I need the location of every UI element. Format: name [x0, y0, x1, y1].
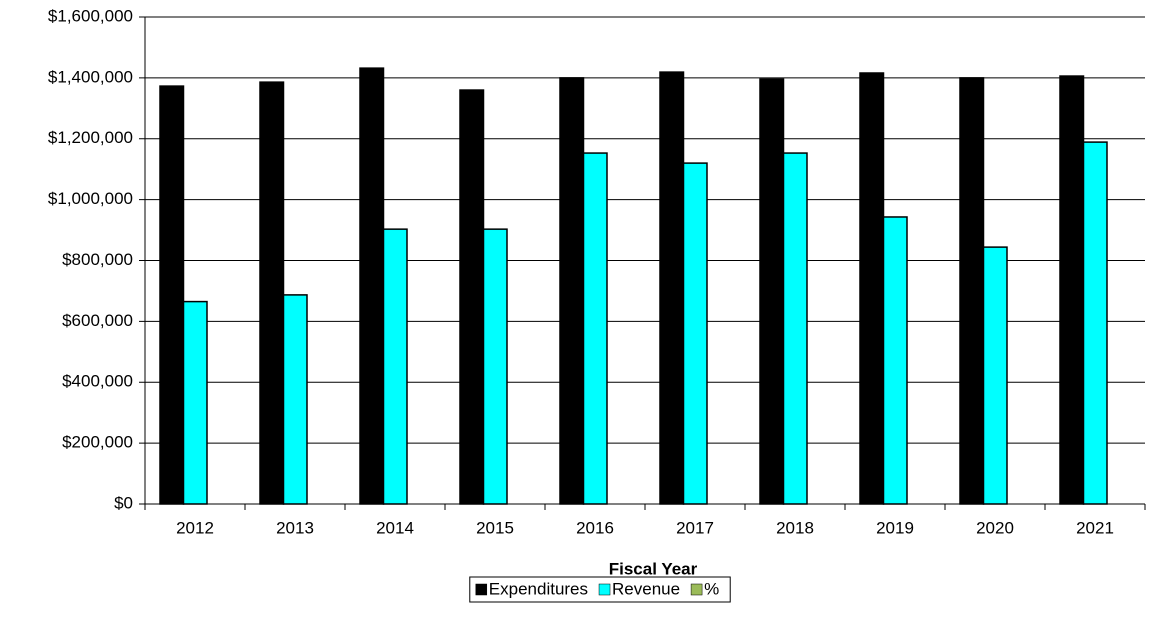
y-tick-label: $200,000 [62, 433, 133, 452]
bar [382, 228, 408, 505]
x-tick-label: 2018 [776, 518, 814, 537]
y-tick-label: $800,000 [62, 250, 133, 269]
x-tick-label: 2017 [676, 518, 714, 537]
bar [959, 77, 985, 505]
y-tick-label: $400,000 [62, 372, 133, 391]
legend: Expenditures Revenue% [469, 576, 731, 603]
x-tick-label: 2021 [1076, 518, 1114, 537]
bar [1059, 75, 1085, 505]
legend-swatch [690, 583, 703, 596]
bar [1082, 141, 1108, 505]
bar [859, 72, 885, 505]
y-tick-label: $1,600,000 [48, 6, 133, 25]
x-tick-label: 2020 [976, 518, 1014, 537]
bar [182, 300, 208, 505]
bar [682, 162, 708, 505]
x-tick-label: 2016 [576, 518, 614, 537]
bar [659, 71, 685, 505]
bar [759, 78, 785, 505]
bar [359, 67, 385, 505]
bar [559, 77, 585, 505]
legend-label: % [704, 579, 719, 598]
y-tick-label: $1,400,000 [48, 67, 133, 86]
y-tick-label: $600,000 [62, 311, 133, 330]
bar [459, 89, 485, 505]
legend-swatch [475, 583, 488, 596]
bar [882, 216, 908, 505]
bar [282, 294, 308, 505]
y-tick-label: $1,000,000 [48, 189, 133, 208]
x-axis-title: Fiscal Year [609, 559, 698, 578]
bar [782, 152, 808, 505]
x-tick-label: 2019 [876, 518, 914, 537]
bar [159, 85, 185, 505]
x-tick-label: 2014 [376, 518, 414, 537]
x-tick-label: 2013 [276, 518, 314, 537]
bar [259, 81, 285, 505]
y-tick-label: $0 [114, 493, 133, 512]
legend-label: Revenue [612, 579, 680, 598]
x-tick-label: 2015 [476, 518, 514, 537]
bar [482, 228, 508, 505]
bar [982, 246, 1008, 505]
x-tick-label: 2012 [176, 518, 214, 537]
bar [582, 152, 608, 505]
legend-swatch [598, 583, 611, 596]
y-tick-label: $1,200,000 [48, 128, 133, 147]
legend-label: Expenditures [489, 579, 588, 598]
